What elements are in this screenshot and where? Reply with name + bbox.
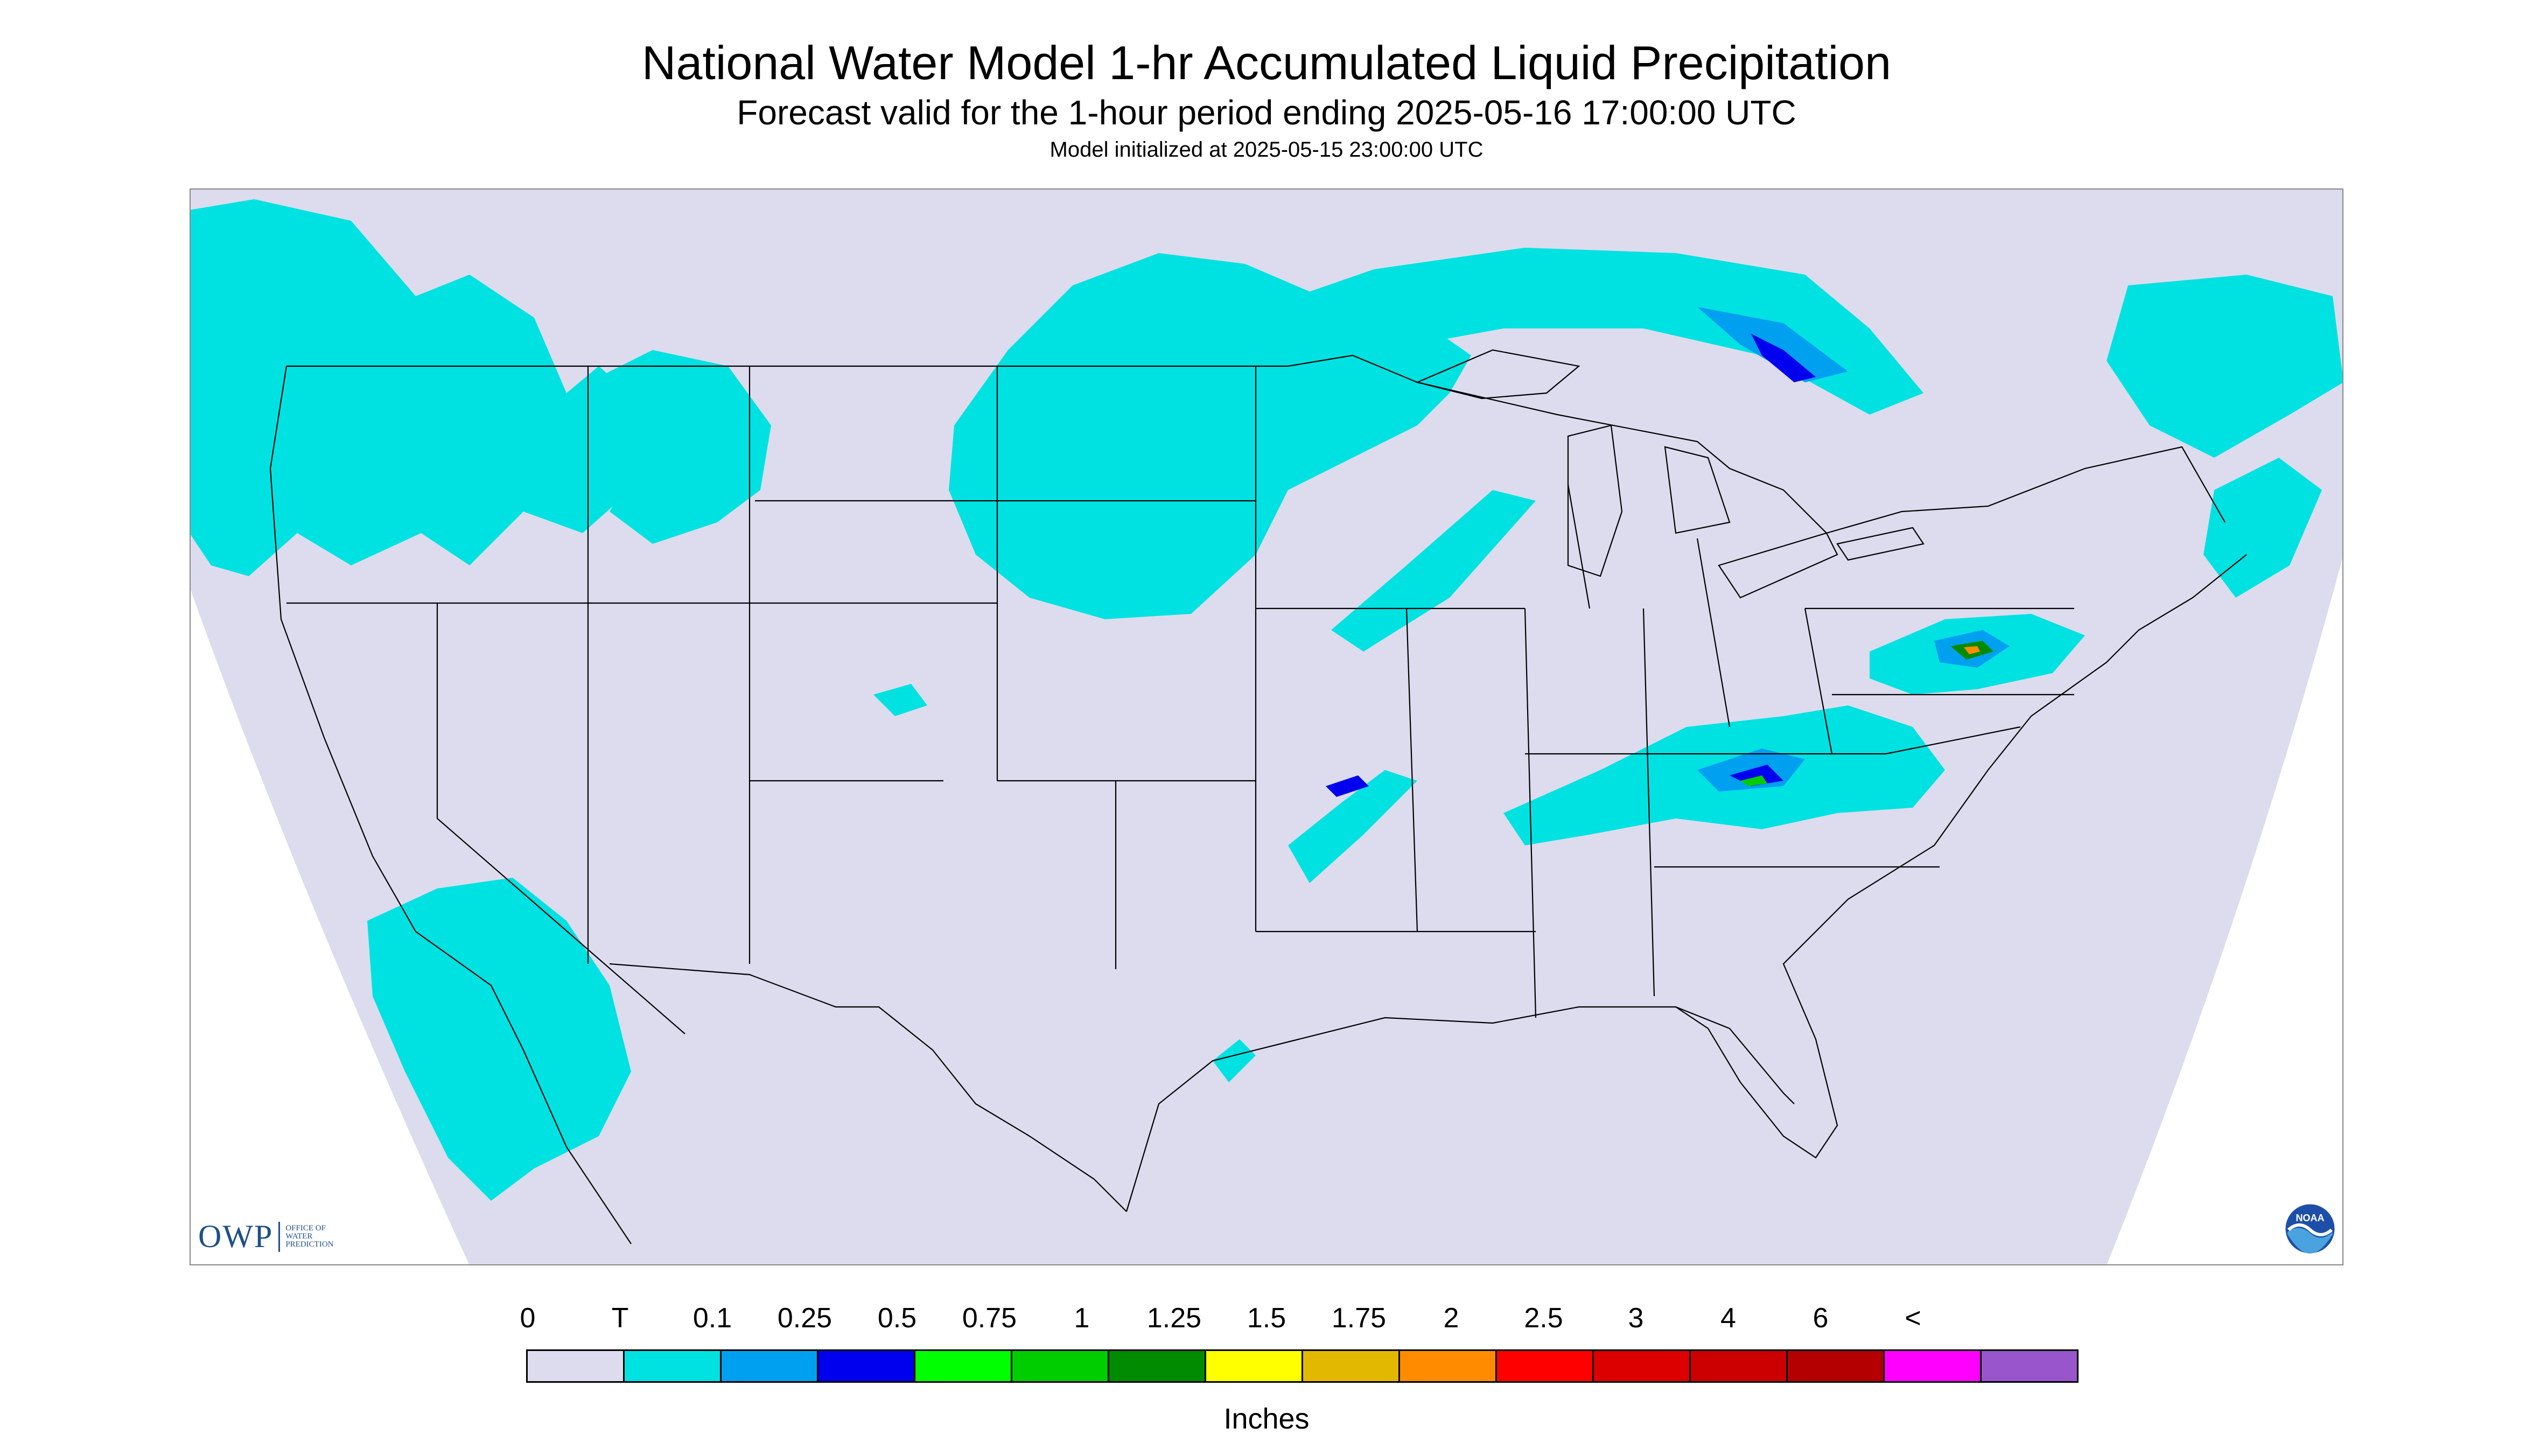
precip-tennessee-green bbox=[1740, 775, 1767, 786]
legend-units: Inches bbox=[1223, 1403, 1310, 1435]
precip-pacific-northwest bbox=[190, 199, 653, 576]
precip-texas-coast bbox=[1213, 1039, 1256, 1082]
legend-swatch bbox=[526, 1349, 625, 1383]
legend-swatch bbox=[720, 1349, 818, 1383]
legend-tick-label: 0 bbox=[520, 1303, 536, 1334]
precip-iowa-bands bbox=[1331, 490, 1536, 652]
legend-tick-label: T bbox=[611, 1303, 629, 1334]
state-lines-west bbox=[286, 366, 1256, 1034]
legend-swatch bbox=[1108, 1349, 1206, 1383]
great-lakes-outline bbox=[1415, 349, 1925, 599]
legend-swatch bbox=[1883, 1349, 1982, 1383]
map-border bbox=[190, 188, 2343, 1265]
state-lines-east bbox=[1567, 484, 2074, 755]
legend-swatch bbox=[1495, 1349, 1594, 1383]
legend-swatch bbox=[1011, 1349, 1109, 1383]
precip-ozarks bbox=[1288, 770, 1417, 883]
precip-ozarks-heavy bbox=[1326, 775, 1369, 797]
legend-tick-label: 0.5 bbox=[877, 1303, 917, 1334]
legend-tick-label: 2 bbox=[1443, 1303, 1459, 1334]
legend-tick-label: 1.5 bbox=[1247, 1303, 1286, 1334]
legend-tick-label: 1.75 bbox=[1331, 1303, 1387, 1334]
noaa-logo: NOAA bbox=[2284, 1202, 2336, 1255]
florida-coast bbox=[1675, 554, 2247, 1159]
owp-logo-subtitle: OFFICE OF WATER PREDICTION bbox=[285, 1224, 333, 1249]
owp-logo-line-2: WATER bbox=[285, 1232, 313, 1241]
color-legend: 0 T 0.1 0.25 0.5 0.75 1 1.25 1.5 1.75 2 2.5 3 4 6 < Inc… bbox=[520, 1302, 2079, 1440]
legend-swatch bbox=[1398, 1349, 1497, 1383]
precip-quebec-core bbox=[1751, 334, 1816, 382]
us-canada-border bbox=[286, 354, 2226, 534]
legend-swatch bbox=[1205, 1349, 1303, 1383]
precip-mid-atlantic-peak bbox=[1964, 646, 1980, 654]
owp-logo-mark: OWP bbox=[198, 1219, 274, 1254]
legend-tick-label: 1.25 bbox=[1146, 1303, 1202, 1334]
owp-logo-line-3: PREDICTION bbox=[285, 1240, 334, 1249]
map-subtitle: Forecast valid for the 1-hour period end… bbox=[737, 93, 1796, 132]
precip-new-england-east bbox=[2203, 458, 2322, 598]
precip-northern-rockies bbox=[566, 350, 771, 544]
legend-swatch bbox=[1689, 1349, 1788, 1383]
precip-colorado-spots bbox=[873, 684, 927, 716]
boundaries bbox=[269, 349, 2247, 1244]
precip-moderate-areas bbox=[1326, 307, 2010, 797]
legend-swatch bbox=[1786, 1349, 1885, 1383]
legend-swatch bbox=[817, 1349, 915, 1383]
legend-swatch bbox=[1980, 1349, 2079, 1383]
legend-tick-label: 1 bbox=[1074, 1303, 1090, 1334]
legend-tick-label: 0.1 bbox=[692, 1303, 732, 1334]
legend-tick-label: 0.75 bbox=[962, 1303, 1017, 1334]
precip-superior-band bbox=[1234, 248, 1923, 415]
legend-tick-label: < bbox=[1905, 1303, 1921, 1334]
us-mexico-border bbox=[609, 963, 1127, 1212]
precipitation-map bbox=[190, 188, 2343, 1265]
model-init-time: Model initialized at 2025-05-15 23:00:00… bbox=[1049, 138, 1484, 162]
legend-tick-label: 2.5 bbox=[1524, 1303, 1563, 1334]
legend-swatch bbox=[1302, 1349, 1400, 1383]
owp-logo: OWP OFFICE OF WATER PREDICTION bbox=[198, 1218, 334, 1255]
legend-tick-label: 4 bbox=[1720, 1303, 1736, 1334]
legend-swatch bbox=[914, 1349, 1012, 1383]
gulf-coast bbox=[1125, 1006, 1795, 1212]
precip-california bbox=[367, 878, 631, 1201]
owp-logo-divider bbox=[278, 1221, 281, 1252]
legend-tick-label: 0.25 bbox=[777, 1303, 832, 1334]
state-lines-central bbox=[1255, 366, 1940, 1018]
noaa-logo-text: NOAA bbox=[2296, 1213, 2325, 1223]
legend-swatch bbox=[623, 1349, 722, 1383]
legend-tick-label: 3 bbox=[1628, 1303, 1644, 1334]
precip-trace-areas bbox=[190, 199, 2343, 1201]
legend-color-bar bbox=[526, 1349, 2079, 1383]
west-coast bbox=[269, 366, 632, 1244]
legend-swatch bbox=[1592, 1349, 1691, 1383]
owp-logo-line-1: OFFICE OF bbox=[285, 1224, 326, 1233]
legend-tick-label: 6 bbox=[1813, 1303, 1829, 1334]
precip-maritimes bbox=[2107, 275, 2343, 458]
map-title: National Water Model 1-hr Accumulated Li… bbox=[641, 36, 1892, 89]
